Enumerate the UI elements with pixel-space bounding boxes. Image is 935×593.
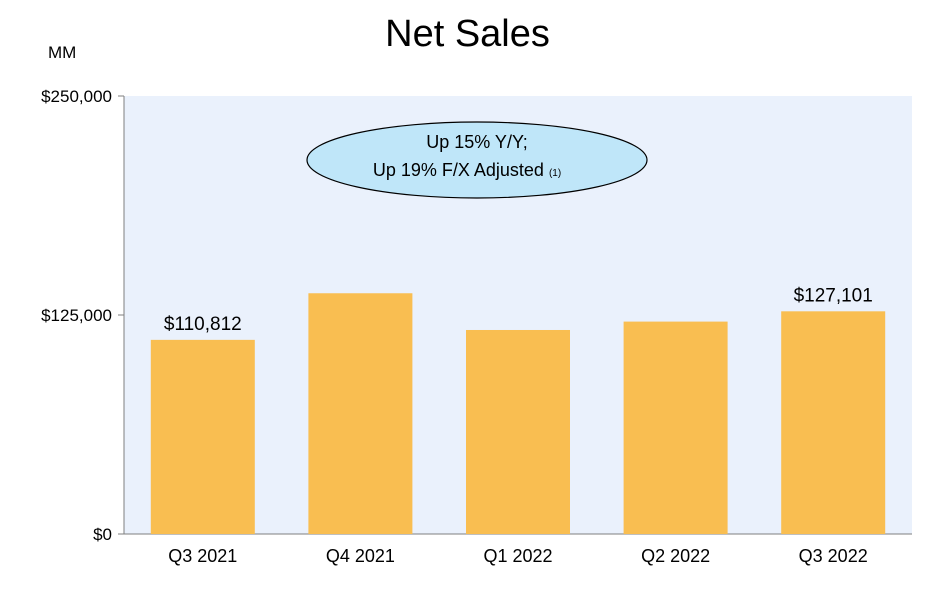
x-tick-label: Q3 2021	[168, 546, 237, 566]
bar-q3-2022	[781, 311, 886, 534]
x-tick-label: Q1 2022	[483, 546, 552, 566]
callout-line-1: Up 15% Y/Y;	[426, 132, 528, 152]
chart-title: Net Sales	[385, 13, 550, 55]
callout-line-2: Up 19% F/X Adjusted (1)	[373, 160, 561, 180]
y-tick-label: $125,000	[41, 306, 112, 325]
y-tick-label: $250,000	[41, 87, 112, 106]
x-tick-label: Q4 2021	[326, 546, 395, 566]
callout-line-2-text: Up 19% F/X Adjusted	[373, 160, 544, 180]
x-tick-label: Q2 2022	[641, 546, 710, 566]
callout-ellipse	[306, 121, 648, 199]
bar-q2-2022	[623, 321, 728, 534]
data-label: $127,101	[794, 285, 873, 306]
x-tick-label: Q3 2022	[799, 546, 868, 566]
bar-q4-2021	[308, 293, 413, 534]
bar-q1-2022	[466, 329, 570, 534]
unit-label: MM	[48, 43, 77, 62]
bar-q3-2021	[150, 339, 255, 534]
callout-footnote: (1)	[549, 168, 561, 179]
y-tick-label: $0	[93, 525, 112, 544]
growth-callout: Up 15% Y/Y; Up 19% F/X Adjusted (1)	[306, 121, 648, 199]
data-label: $110,812	[164, 314, 242, 335]
